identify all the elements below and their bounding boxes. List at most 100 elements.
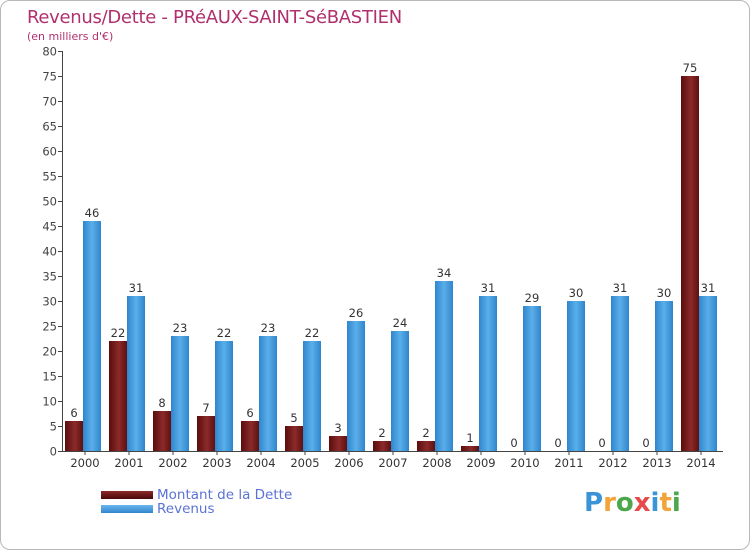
logo-letter: r (603, 488, 616, 518)
data-label-debt-2001: 22 (111, 326, 126, 340)
data-label-revenus-2009: 31 (481, 281, 496, 295)
x-tick-label: 2008 (422, 456, 451, 470)
x-tick-label: 2006 (334, 456, 363, 470)
proxiti-logo: Proxiti (584, 488, 681, 518)
bar-debt-2009 (461, 446, 479, 451)
bar-debt-2002 (153, 411, 171, 451)
bar-revenus-2010 (523, 306, 541, 451)
data-label-debt-2006: 3 (334, 421, 341, 435)
y-tick-label: 70 (42, 95, 57, 109)
bar-revenus-2001 (127, 296, 145, 451)
logo-letter: o (615, 488, 634, 518)
data-label-debt-2008: 2 (422, 426, 429, 440)
data-label-debt-2013: 0 (642, 436, 649, 450)
y-tick-label: 0 (50, 445, 57, 459)
x-tick-label: 2014 (686, 456, 715, 470)
x-tick-label: 2002 (158, 456, 187, 470)
y-axis: 0 5 10 15 20 25 30 35 40 45 50 55 60 65 70 75 80 (42, 45, 63, 459)
x-tick-label: 2010 (510, 456, 539, 470)
logo-letter: i (650, 488, 660, 518)
bar-debt-2005 (285, 426, 303, 451)
data-label-revenus-2005: 22 (305, 326, 320, 340)
y-tick-label: 35 (42, 270, 57, 284)
data-label-revenus-2014: 31 (701, 281, 716, 295)
bar-revenus-2007 (391, 331, 409, 451)
x-tick-label: 2003 (202, 456, 231, 470)
x-tick-label: 2012 (598, 456, 627, 470)
x-tick-label: 2004 (246, 456, 275, 470)
y-tick-label: 15 (42, 370, 57, 384)
bar-revenus-2011 (567, 301, 585, 451)
data-label-debt-2000: 6 (70, 406, 77, 420)
data-label-debt-2012: 0 (598, 436, 605, 450)
y-tick-label: 5 (50, 420, 57, 434)
data-label-revenus-2008: 34 (437, 266, 452, 280)
bar-revenus-2009 (479, 296, 497, 451)
legend-item-revenus: Revenus (101, 501, 215, 517)
logo-letter: P (584, 488, 604, 518)
data-label-revenus-2001: 31 (129, 281, 144, 295)
y-tick-label: 55 (42, 170, 57, 184)
y-tick-label: 10 (42, 395, 57, 409)
bar-revenus-2000 (83, 221, 101, 451)
data-label-debt-2002: 8 (158, 396, 165, 410)
bar-debt-2014 (681, 76, 699, 451)
legend-swatch-debt (101, 491, 153, 499)
legend-item-debt: Montant de la Dette (101, 487, 292, 503)
data-label-revenus-2013: 30 (657, 286, 672, 300)
logo-letter: t (659, 488, 672, 518)
data-label-debt-2007: 2 (378, 426, 385, 440)
bar-revenus-2003 (215, 341, 233, 451)
data-label-revenus-2000: 46 (85, 206, 100, 220)
y-tick-label: 30 (42, 295, 57, 309)
x-tick-label: 2000 (70, 456, 99, 470)
bar-revenus-2012 (611, 296, 629, 451)
x-tick-label: 2005 (290, 456, 319, 470)
data-label-debt-2011: 0 (554, 436, 561, 450)
bar-revenus-2005 (303, 341, 321, 451)
data-label-revenus-2010: 29 (525, 291, 540, 305)
bar-series (65, 76, 717, 451)
x-tick-label: 2001 (114, 456, 143, 470)
y-tick-label: 40 (42, 245, 57, 259)
chart-title: Revenus/Dette - PRéAUX-SAINT-SéBASTIEN (27, 7, 402, 28)
y-tick-label: 65 (42, 120, 57, 134)
y-tick-label: 60 (42, 145, 57, 159)
bar-revenus-2008 (435, 281, 453, 451)
data-label-revenus-2007: 24 (393, 316, 408, 330)
y-tick-label: 45 (42, 220, 57, 234)
legend-swatch-revenus (101, 505, 153, 513)
data-label-revenus-2002: 23 (173, 321, 188, 335)
data-label-debt-2003: 7 (202, 401, 209, 415)
bar-debt-2007 (373, 441, 391, 451)
x-tick-label: 2013 (642, 456, 671, 470)
x-tick-label: 2009 (466, 456, 495, 470)
bar-debt-2003 (197, 416, 215, 451)
logo-letter: x (633, 488, 651, 518)
bar-revenus-2002 (171, 336, 189, 451)
legend-label-debt: Montant de la Dette (157, 487, 293, 503)
data-label-revenus-2006: 26 (349, 306, 364, 320)
x-tick-label: 2011 (554, 456, 583, 470)
data-label-revenus-2012: 31 (613, 281, 628, 295)
y-tick-label: 80 (42, 45, 57, 59)
data-label-debt-2004: 6 (246, 406, 253, 420)
bar-revenus-2004 (259, 336, 277, 451)
chart-subtitle: (en milliers d'€) (27, 30, 114, 43)
bar-revenus-2013 (655, 301, 673, 451)
y-tick-label: 25 (42, 320, 57, 334)
bar-debt-2001 (109, 341, 127, 451)
data-label-debt-2014: 75 (683, 61, 698, 75)
data-label-debt-2010: 0 (510, 436, 517, 450)
logo-letter: i (671, 488, 681, 518)
bar-revenus-2006 (347, 321, 365, 451)
y-tick-label: 20 (42, 345, 57, 359)
legend-label-revenus: Revenus (157, 501, 215, 517)
data-label-debt-2005: 5 (290, 411, 297, 425)
x-tick-label: 2007 (378, 456, 407, 470)
bar-revenus-2014 (699, 296, 717, 451)
data-label-revenus-2003: 22 (217, 326, 232, 340)
